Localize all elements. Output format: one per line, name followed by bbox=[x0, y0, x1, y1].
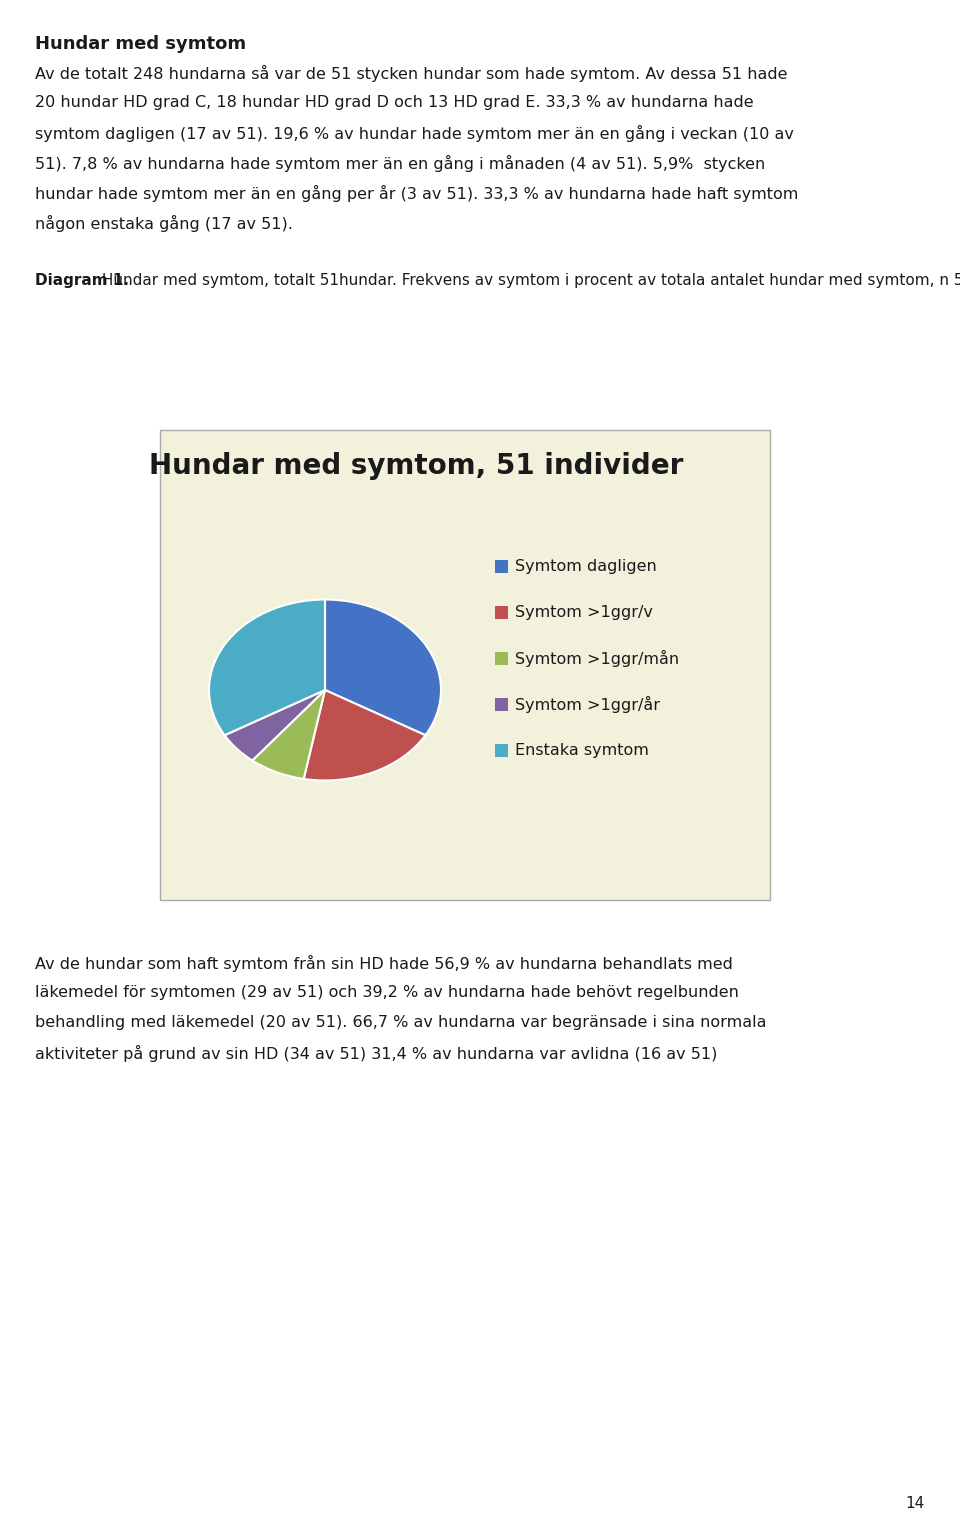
Text: symtom dagligen (17 av 51). 19,6 % av hundar hade symtom mer än en gång i veckan: symtom dagligen (17 av 51). 19,6 % av hu… bbox=[35, 125, 794, 141]
Text: hundar hade symtom mer än en gång per år (3 av 51). 33,3 % av hundarna hade haft: hundar hade symtom mer än en gång per år… bbox=[35, 186, 799, 202]
Text: Symtom >1ggr/mån: Symtom >1ggr/mån bbox=[515, 649, 679, 668]
Wedge shape bbox=[252, 691, 325, 779]
Text: Diagram 1.: Diagram 1. bbox=[35, 272, 129, 287]
Text: 14: 14 bbox=[905, 1497, 925, 1510]
Text: Enstaka symtom: Enstaka symtom bbox=[515, 742, 649, 757]
Text: 20 hundar HD grad C, 18 hundar HD grad D och 13 HD grad E. 33,3 % av hundarna ha: 20 hundar HD grad C, 18 hundar HD grad D… bbox=[35, 94, 754, 110]
Wedge shape bbox=[325, 599, 441, 735]
FancyBboxPatch shape bbox=[495, 653, 508, 665]
FancyBboxPatch shape bbox=[495, 560, 508, 573]
Text: Av de totalt 248 hundarna så var de 51 stycken hundar som hade symtom. Av dessa : Av de totalt 248 hundarna så var de 51 s… bbox=[35, 65, 787, 82]
FancyBboxPatch shape bbox=[495, 698, 508, 710]
Text: Hundar med symtom, totalt 51hundar. Frekvens av symtom i procent av totala antal: Hundar med symtom, totalt 51hundar. Frek… bbox=[97, 272, 960, 287]
Wedge shape bbox=[209, 599, 325, 735]
Text: Symtom >1ggr/år: Symtom >1ggr/år bbox=[515, 697, 660, 713]
Text: Symtom dagligen: Symtom dagligen bbox=[515, 560, 657, 573]
Text: 51). 7,8 % av hundarna hade symtom mer än en gång i månaden (4 av 51). 5,9%  sty: 51). 7,8 % av hundarna hade symtom mer ä… bbox=[35, 155, 765, 172]
Text: aktiviteter på grund av sin HD (34 av 51) 31,4 % av hundarna var avlidna (16 av : aktiviteter på grund av sin HD (34 av 51… bbox=[35, 1045, 717, 1062]
Text: läkemedel för symtomen (29 av 51) och 39,2 % av hundarna hade behövt regelbunden: läkemedel för symtomen (29 av 51) och 39… bbox=[35, 986, 739, 999]
Wedge shape bbox=[303, 691, 425, 780]
Text: Hundar med symtom: Hundar med symtom bbox=[35, 35, 246, 53]
FancyBboxPatch shape bbox=[495, 744, 508, 757]
FancyBboxPatch shape bbox=[495, 605, 508, 619]
Text: Symtom >1ggr/v: Symtom >1ggr/v bbox=[515, 605, 653, 621]
Text: behandling med läkemedel (20 av 51). 66,7 % av hundarna var begränsade i sina no: behandling med läkemedel (20 av 51). 66,… bbox=[35, 1015, 766, 1030]
FancyBboxPatch shape bbox=[160, 430, 770, 900]
Text: Hundar med symtom, 51 individer: Hundar med symtom, 51 individer bbox=[149, 452, 684, 481]
Text: Av de hundar som haft symtom från sin HD hade 56,9 % av hundarna behandlats med: Av de hundar som haft symtom från sin HD… bbox=[35, 955, 732, 972]
Wedge shape bbox=[225, 691, 325, 760]
Text: någon enstaka gång (17 av 51).: någon enstaka gång (17 av 51). bbox=[35, 214, 293, 233]
